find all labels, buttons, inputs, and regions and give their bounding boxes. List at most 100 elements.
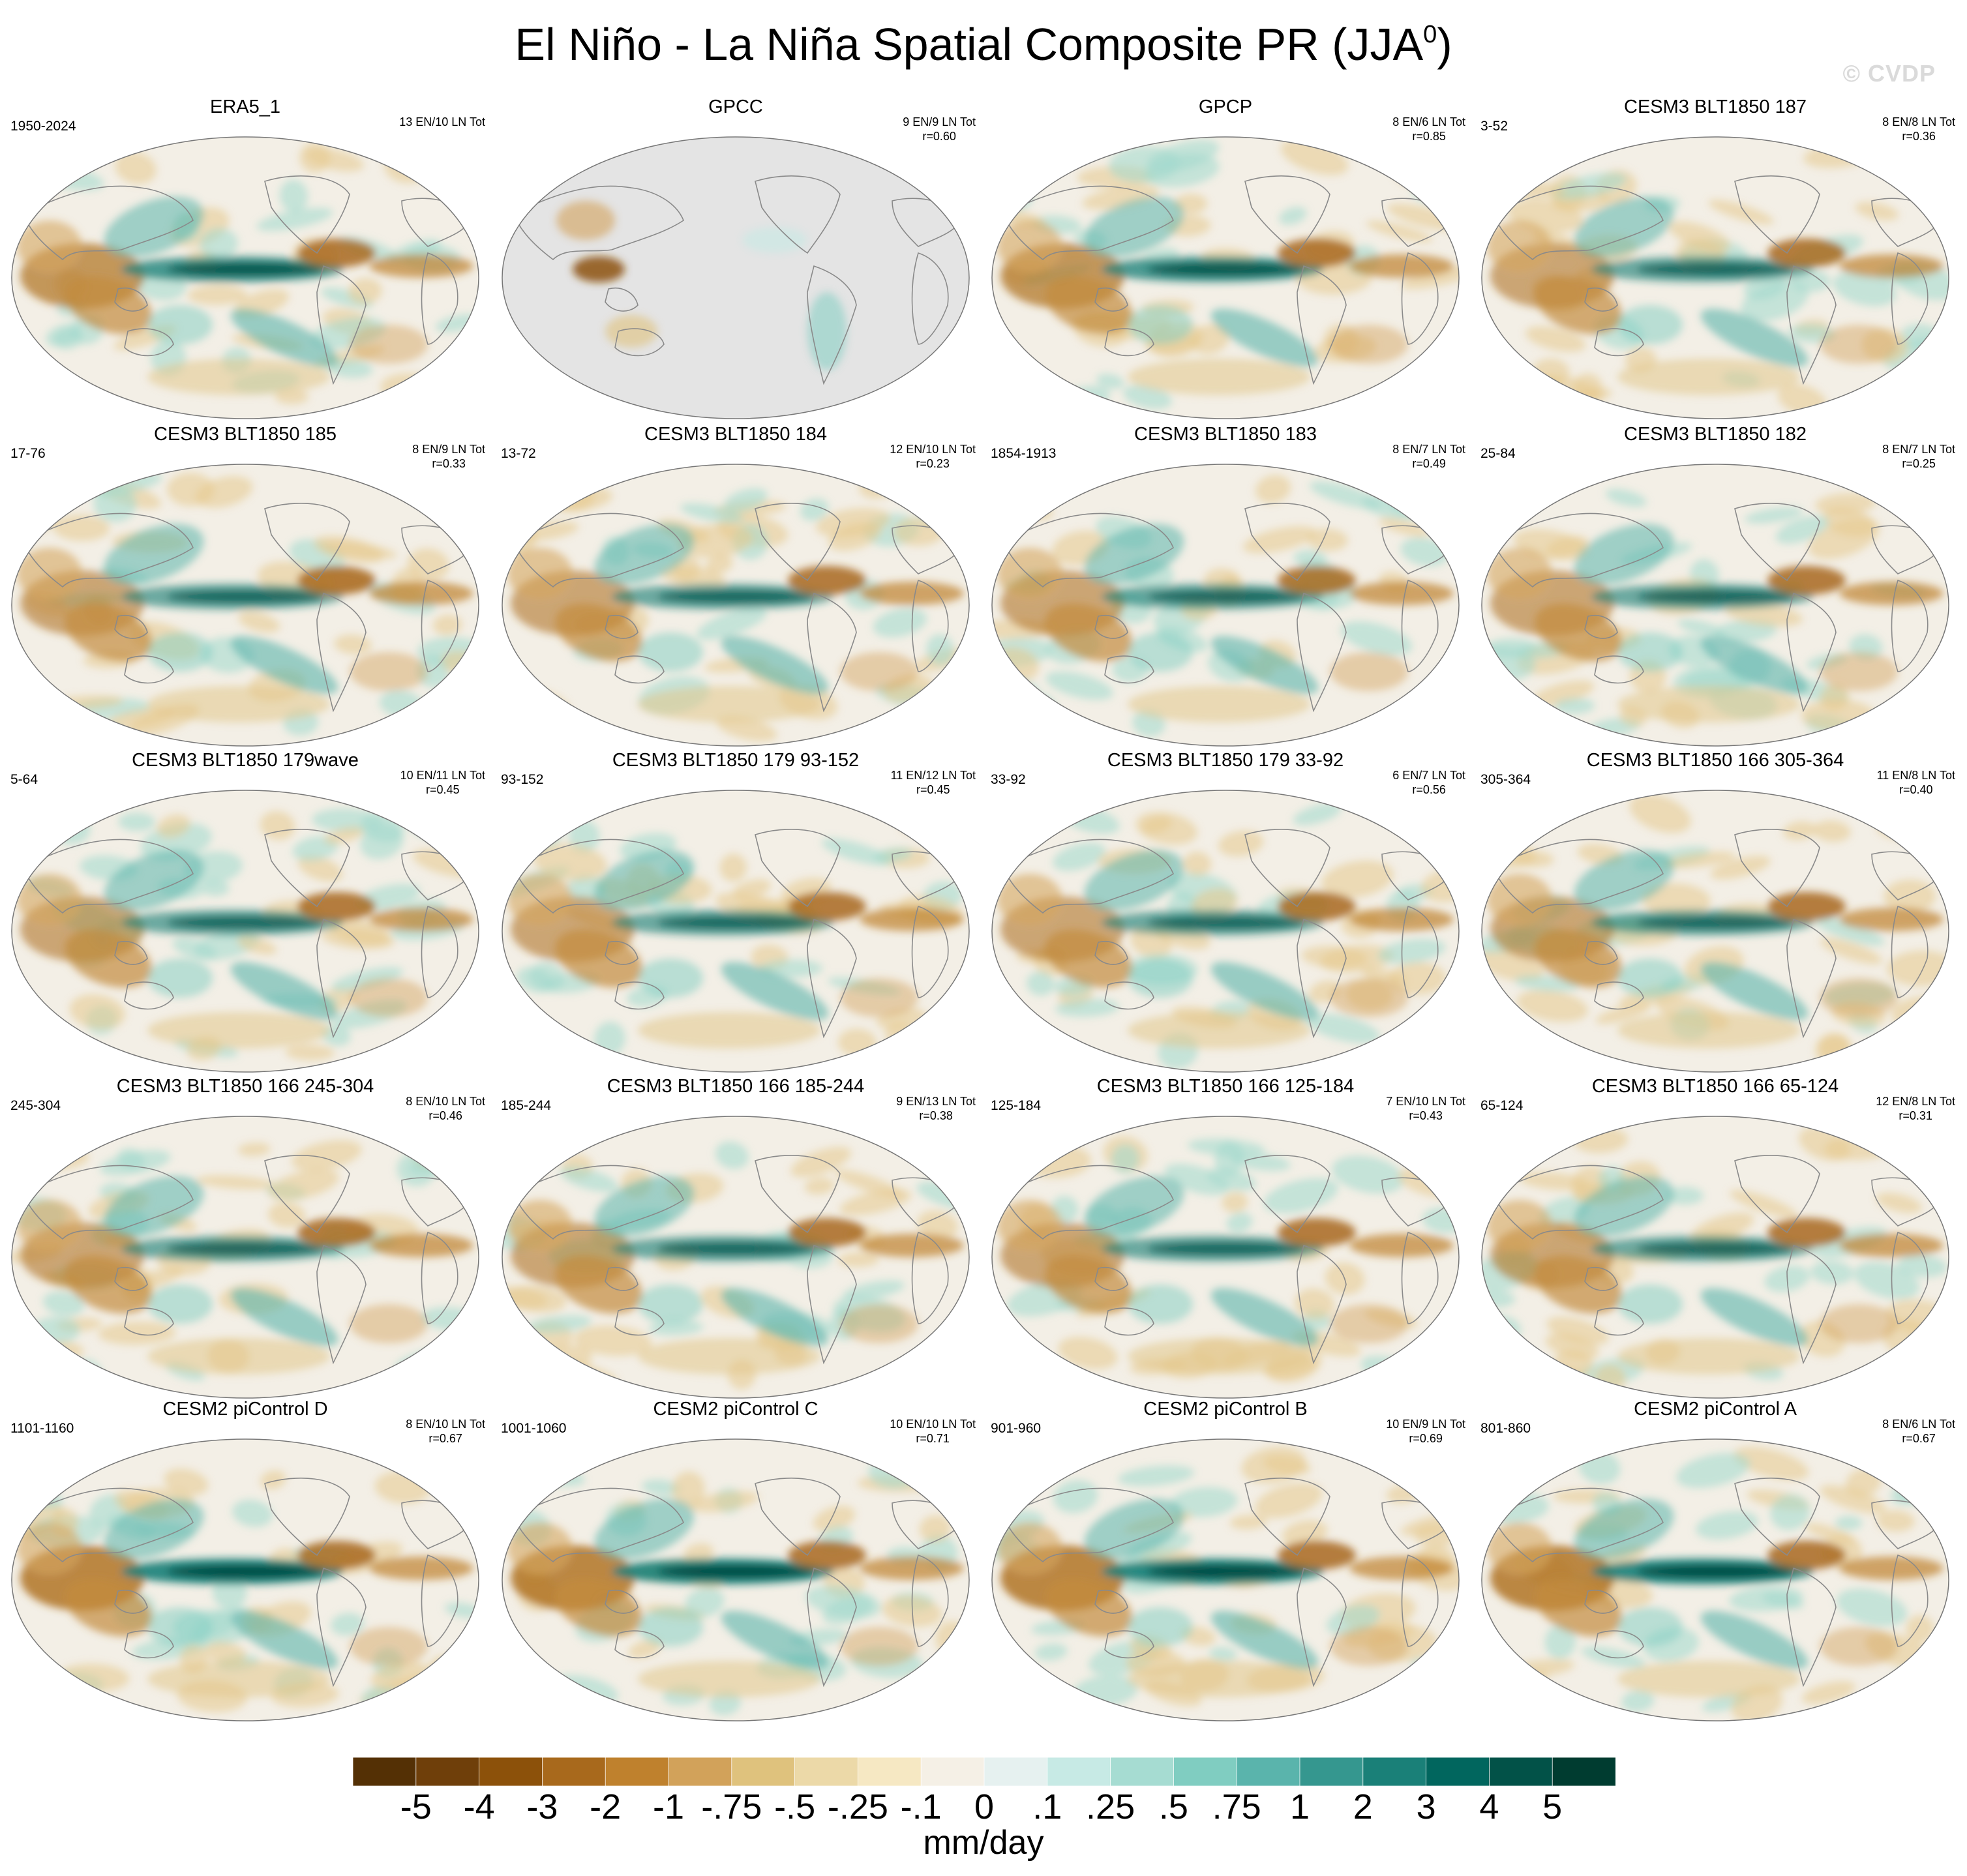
- panel-title: CESM3 BLT1850 187: [1624, 97, 1807, 117]
- colorbar-tick-label: 4: [1479, 1787, 1499, 1826]
- panel-event-count: 7 EN/10 LN Tot r=0.43: [1386, 1094, 1465, 1123]
- map-border: [991, 136, 1460, 419]
- map-panel: CESM3 BLT1850 166 185-244 185-244 9 EN/13 …: [490, 1076, 981, 1402]
- precip-anomaly-map: [1481, 1116, 1949, 1399]
- event-count-text: 8 EN/10 LN Tot: [406, 1418, 485, 1431]
- coastlines: [1493, 1155, 1941, 1365]
- panel-years: 1001-1060: [501, 1421, 567, 1436]
- coastlines: [513, 1155, 961, 1365]
- colorbar: [353, 1757, 1615, 1786]
- precip-anomaly-map: [1481, 136, 1949, 419]
- colorbar-swatch: [1110, 1757, 1175, 1786]
- map-panel: ERA5_1 1950-2024 13 EN/10 LN Tot: [0, 97, 490, 423]
- map-border: [991, 790, 1460, 1073]
- panel-title: CESM3 BLT1850 183: [1134, 424, 1317, 445]
- panel-title: CESM2 piControl A: [1634, 1399, 1797, 1420]
- panel-event-count: 8 EN/6 LN Tot r=0.85: [1392, 115, 1465, 143]
- colorbar-swatch: [984, 1757, 1048, 1786]
- map-border: [11, 464, 479, 747]
- map-panel: CESM3 BLT1850 179 93-152 93-152 11 EN/12 L…: [490, 750, 981, 1076]
- panel-title: CESM3 BLT1850 179wave: [132, 750, 359, 771]
- pattern-correlation: r=0.85: [1412, 130, 1446, 143]
- coastlines: [1493, 1478, 1941, 1688]
- map-panel: CESM3 BLT1850 179 33-92 33-92 6 EN/7 LN To…: [980, 750, 1471, 1076]
- precip-anomaly-map: [502, 1438, 970, 1721]
- map-border: [502, 1438, 970, 1721]
- panel-title: CESM3 BLT1850 166 185-244: [607, 1076, 865, 1097]
- panel-event-count: 10 EN/11 LN Tot r=0.45: [400, 768, 485, 797]
- panel-event-count: 10 EN/10 LN Tot r=0.71: [890, 1417, 976, 1446]
- panel-event-count: 12 EN/10 LN Tot r=0.23: [890, 442, 976, 471]
- event-count-text: 10 EN/10 LN Tot: [890, 1418, 976, 1431]
- watermark: © CVDP: [1842, 60, 1936, 87]
- pattern-correlation: r=0.71: [916, 1432, 950, 1445]
- pattern-correlation: r=0.36: [1902, 130, 1936, 143]
- colorbar-tick-label: -4: [463, 1787, 495, 1826]
- colorbar-swatch: [1552, 1757, 1615, 1786]
- pattern-correlation: r=0.45: [426, 783, 460, 796]
- colorbar-tick-label: 5: [1542, 1787, 1563, 1826]
- coastlines: [1493, 503, 1941, 713]
- panel-event-count: 11 EN/12 LN Tot r=0.45: [891, 768, 976, 797]
- colorbar-tick-label: .25: [1086, 1787, 1135, 1826]
- pattern-correlation: r=0.25: [1902, 457, 1936, 470]
- map-border: [1481, 1116, 1949, 1399]
- pattern-correlation: r=0.46: [428, 1109, 462, 1122]
- colorbar-tick-label: -2: [590, 1787, 622, 1826]
- panel-event-count: 12 EN/8 LN Tot r=0.31: [1876, 1094, 1955, 1123]
- precip-anomaly-map: [991, 790, 1460, 1073]
- panel-event-count: 8 EN/6 LN Tot r=0.67: [1882, 1417, 1955, 1446]
- precip-anomaly-map: [11, 1438, 479, 1721]
- figure-title: El Niño - La Niña Spatial Composite PR (…: [515, 19, 1452, 70]
- map-border: [991, 1116, 1460, 1399]
- map-panel: CESM3 BLT1850 166 125-184 125-184 7 EN/10 …: [980, 1076, 1471, 1402]
- colorbar-tick-label: 1: [1289, 1787, 1310, 1826]
- map-border: [11, 136, 479, 419]
- panel-title: CESM3 BLT1850 166 305-364: [1586, 750, 1844, 771]
- panel-title: CESM3 BLT1850 185: [154, 424, 337, 445]
- panel-event-count: 10 EN/9 LN Tot r=0.69: [1386, 1417, 1465, 1446]
- precip-anomaly-map: [502, 136, 970, 419]
- panel-title: CESM3 BLT1850 184: [644, 424, 827, 445]
- map-border: [1481, 790, 1949, 1073]
- colorbar-swatch: [1173, 1757, 1238, 1786]
- pattern-correlation: r=0.40: [1899, 783, 1933, 796]
- map-panel: GPCC 9 EN/9 LN Tot r=0.60: [490, 97, 981, 423]
- colorbar-swatch: [1047, 1757, 1111, 1786]
- colorbar-tick-label: -.25: [827, 1787, 888, 1826]
- panel-years: 305-364: [1480, 772, 1531, 787]
- panel-title: CESM2 piControl C: [653, 1399, 818, 1420]
- panel-years: 3-52: [1480, 119, 1509, 134]
- panel-event-count: 8 EN/10 LN Tot r=0.67: [406, 1417, 485, 1446]
- precip-anomaly-map: [1481, 790, 1949, 1073]
- precip-anomaly-map: [1481, 1438, 1949, 1721]
- map-panel: CESM3 BLT1850 166 245-304 245-304 8 EN/10 …: [0, 1076, 490, 1402]
- map-border: [1481, 464, 1949, 747]
- coastlines: [513, 829, 961, 1039]
- panel-title: GPCP: [1198, 97, 1253, 117]
- colorbar-swatch: [1362, 1757, 1427, 1786]
- pattern-correlation: r=0.23: [916, 457, 950, 470]
- colorbar-units: mm/day: [923, 1824, 1044, 1862]
- event-count-text: 8 EN/6 LN Tot: [1392, 115, 1465, 128]
- colorbar-swatch: [920, 1757, 985, 1786]
- precip-anomaly-map: [991, 1116, 1460, 1399]
- map-panel: CESM2 piControl A 801-860 8 EN/6 LN Tot r=0…: [1470, 1399, 1960, 1725]
- colorbar-tick-label: -.5: [774, 1787, 816, 1826]
- map-border: [502, 464, 970, 747]
- event-count-text: 10 EN/11 LN Tot: [400, 769, 485, 782]
- map-panel: CESM3 BLT1850 183 1854-1913 8 EN/7 LN Tot r…: [980, 424, 1471, 750]
- event-count-text: 8 EN/8 LN Tot: [1882, 115, 1955, 128]
- pattern-correlation: r=0.67: [1902, 1432, 1936, 1445]
- panel-event-count: 8 EN/7 LN Tot r=0.49: [1392, 442, 1465, 471]
- map-panel: GPCP 8 EN/6 LN Tot r=0.85: [980, 97, 1471, 423]
- panel-title: CESM3 BLT1850 166 245-304: [116, 1076, 374, 1097]
- event-count-text: 6 EN/7 LN Tot: [1392, 769, 1465, 782]
- panel-years: 1854-1913: [991, 446, 1057, 461]
- colorbar-swatch: [415, 1757, 480, 1786]
- colorbar-tick-label: 2: [1353, 1787, 1373, 1826]
- map-panel: CESM3 BLT1850 182 25-84 8 EN/7 LN Tot r=0.2…: [1470, 424, 1960, 750]
- colorbar-swatch: [1426, 1757, 1490, 1786]
- colorbar-swatch: [858, 1757, 922, 1786]
- colorbar-tick-label: -.75: [701, 1787, 762, 1826]
